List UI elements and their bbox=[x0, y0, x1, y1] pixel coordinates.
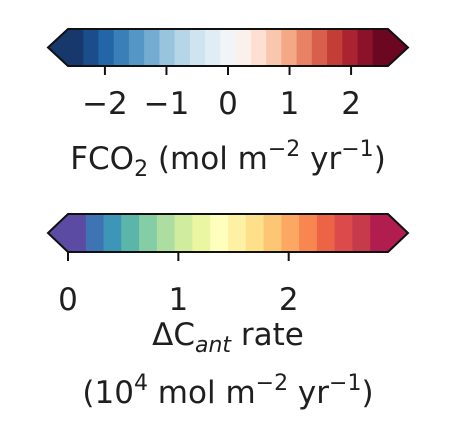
cant-label-sup2: −1 bbox=[329, 371, 361, 396]
color-segment bbox=[128, 29, 145, 66]
color-segment bbox=[299, 214, 318, 252]
color-segment bbox=[235, 29, 252, 66]
tick-label: 0 bbox=[58, 282, 78, 318]
color-segment bbox=[144, 29, 161, 66]
color-segment bbox=[192, 214, 211, 252]
color-segment bbox=[139, 214, 158, 252]
color-segment bbox=[327, 29, 343, 66]
cant-label-delta: ΔC bbox=[152, 317, 195, 353]
tick-label: −1 bbox=[144, 86, 190, 122]
color-segment bbox=[342, 29, 359, 66]
color-segment bbox=[85, 214, 105, 252]
color-segment bbox=[296, 29, 313, 66]
cant-label-sub: ant bbox=[195, 333, 232, 358]
tick-label: 1 bbox=[280, 86, 300, 122]
fco2-colorbar-outline bbox=[46, 28, 410, 67]
fco2-label-mid: yr bbox=[300, 141, 341, 177]
cant-colorbar-segments bbox=[48, 214, 408, 252]
fco2-label-paren-close: ) bbox=[374, 141, 386, 177]
tick-label: 1 bbox=[168, 282, 188, 318]
tick-label: 2 bbox=[279, 282, 299, 318]
color-segment bbox=[316, 214, 336, 252]
color-segment bbox=[98, 29, 115, 66]
color-segment bbox=[189, 29, 206, 66]
color-segment bbox=[113, 29, 130, 66]
fco2-label-sup1: −2 bbox=[268, 137, 300, 162]
color-segment bbox=[228, 214, 247, 252]
fco2-colorbar-ticks: −2 −1 0 1 2 bbox=[82, 66, 361, 122]
color-segment bbox=[245, 214, 265, 252]
color-segment bbox=[159, 29, 176, 66]
cant-label-sup0: 4 bbox=[134, 371, 148, 396]
tick-label: 0 bbox=[218, 86, 238, 122]
fco2-colorbar: −2 −1 0 1 2 FCO2 (mol m−2 yr−1) bbox=[46, 28, 410, 182]
fco2-label-sub: 2 bbox=[134, 157, 148, 182]
color-segment bbox=[250, 29, 267, 66]
cant-label-line2-open: (10 bbox=[82, 375, 134, 411]
color-segment bbox=[372, 29, 389, 66]
tick-label: −2 bbox=[82, 86, 128, 122]
extend-min-triangle bbox=[48, 29, 68, 66]
tick-label: 2 bbox=[341, 86, 361, 122]
color-segment bbox=[266, 29, 282, 66]
color-segment bbox=[281, 29, 298, 66]
cant-colorbar-ticks: 0 1 2 bbox=[58, 252, 299, 318]
color-segment bbox=[103, 214, 122, 252]
color-segment bbox=[352, 214, 371, 252]
color-segment bbox=[174, 214, 194, 252]
color-segment bbox=[156, 214, 176, 252]
color-segment bbox=[174, 29, 191, 66]
color-segment bbox=[205, 29, 221, 66]
cant-label-line2-close: ) bbox=[361, 375, 373, 411]
cant-label-line2-mid2: yr bbox=[288, 375, 329, 411]
cant-label-rest: rate bbox=[231, 317, 304, 353]
color-segment bbox=[210, 214, 229, 252]
color-segment bbox=[370, 214, 389, 252]
cant-label-line2-mid: mol m bbox=[148, 375, 256, 411]
color-segment bbox=[121, 214, 140, 252]
fco2-label-paren-open: (mol m bbox=[148, 141, 268, 177]
color-segment bbox=[311, 29, 328, 66]
color-segment bbox=[83, 29, 100, 66]
fco2-axis-label: FCO2 (mol m−2 yr−1) bbox=[70, 137, 386, 182]
cant-axis-label-line2: (104 mol m−2 yr−1) bbox=[82, 371, 373, 411]
color-segment bbox=[334, 214, 354, 252]
extend-max-triangle bbox=[388, 214, 408, 252]
fco2-colorbar-segments bbox=[48, 29, 408, 66]
color-segment bbox=[281, 214, 300, 252]
fco2-label-base: FCO bbox=[70, 141, 134, 177]
color-segment bbox=[68, 214, 87, 252]
color-segment bbox=[220, 29, 237, 66]
color-segment bbox=[263, 214, 282, 252]
extend-max-triangle bbox=[388, 29, 408, 66]
color-segment bbox=[357, 29, 374, 66]
cant-colorbar: 0 1 2 ΔCant rate (104 mol m−2 yr−1) bbox=[46, 213, 410, 411]
cant-axis-label-line1: ΔCant rate bbox=[152, 317, 304, 358]
fco2-label-sup2: −1 bbox=[341, 137, 373, 162]
color-segment bbox=[68, 29, 84, 66]
cant-label-sup1: −2 bbox=[256, 371, 288, 396]
extend-min-triangle bbox=[48, 214, 68, 252]
